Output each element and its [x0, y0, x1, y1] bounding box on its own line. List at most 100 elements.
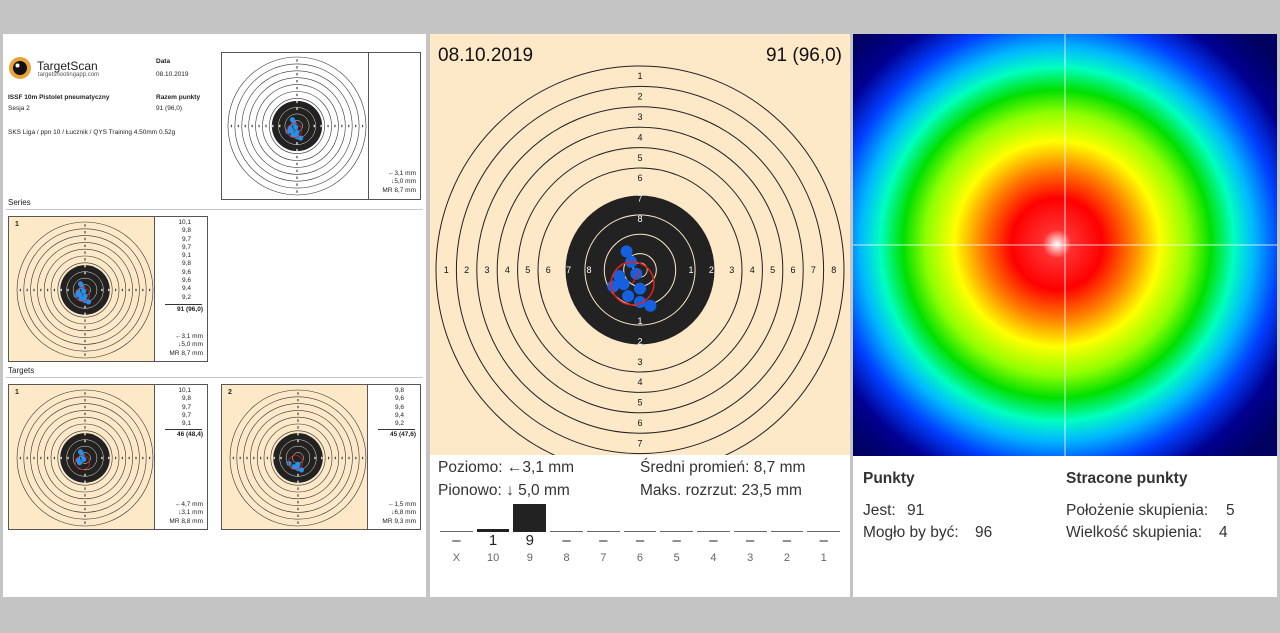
histogram-bar [476, 528, 510, 532]
mini-ring-mark [84, 251, 86, 254]
histogram-bar [550, 530, 583, 532]
target-score: 9,8 [181, 395, 191, 403]
target-1-stat-vertical: ↓3,1 mm [178, 509, 203, 517]
ring-label: 5 [770, 265, 775, 275]
mini-ring-mark [84, 244, 86, 247]
target-2-image [228, 388, 368, 533]
series-heading: Series [8, 198, 31, 207]
target-number: 1 [15, 389, 19, 396]
target-1-stat-mr: MR 8,8 mm [169, 517, 203, 525]
targets-heading: Targets [8, 366, 35, 375]
histogram-label: X [452, 552, 461, 564]
mini-ring-mark [84, 473, 86, 477]
mini-ring-mark [237, 124, 239, 128]
mini-ring [57, 262, 113, 318]
mini-shot [288, 128, 295, 134]
ring-label: 3 [729, 265, 734, 275]
series-stat-mr: MR 8,7 mm [169, 349, 203, 357]
mini-ring-mark [297, 405, 299, 409]
report-panel: TargetScan targetshootingapp.com Data 08… [3, 34, 426, 597]
ring-label: 4 [637, 132, 642, 142]
summary-stat-mr: MR 8,7 mm [382, 186, 416, 194]
mini-ring-mark [142, 288, 144, 292]
is-label: Jest: [863, 502, 896, 519]
mini-ring [248, 77, 346, 175]
histogram-count: 1 [488, 532, 498, 549]
shot-mark [607, 280, 620, 293]
target-2-total: 45 (47,6) [389, 431, 416, 438]
mini-ring-mark [108, 456, 110, 460]
series-card-1[interactable]: 1 10,1 9,8 9,7 9,7 9,1 9,8 9,6 9,6 9,4 9… [8, 216, 208, 362]
histogram-label: 1 [820, 552, 827, 564]
ring-label: 1 [637, 71, 642, 81]
mini-shot [294, 129, 300, 135]
mini-ring-mark [128, 288, 130, 292]
ring-label: 1 [637, 316, 642, 326]
shot-mark [620, 245, 633, 258]
session: Sesja 2 [8, 105, 30, 112]
mini-ring [269, 98, 325, 154]
target-card-1[interactable]: 1 10,1 9,8 9,7 9,7 9,1 46 (48,4) ←4,7 mm… [8, 384, 208, 530]
histogram-bar [440, 530, 473, 532]
mini-ring [66, 439, 104, 477]
ring-label: 7 [811, 265, 816, 275]
mini-ring-mark [260, 456, 262, 460]
mini-ring [23, 228, 147, 352]
mini-ring-mark [296, 93, 298, 97]
date-label: Data [156, 58, 171, 65]
ring-label: 1 [444, 265, 449, 275]
mini-shot [81, 456, 87, 462]
target-1-scores-box: 10,1 9,8 9,7 9,7 9,1 46 (48,4) ←4,7 mm ↓… [154, 385, 207, 529]
mini-ring-mark [361, 124, 364, 128]
mini-ring-mark [84, 312, 86, 315]
histogram-label: 5 [673, 552, 680, 564]
mini-ring [50, 423, 120, 493]
mini-shot [286, 460, 292, 467]
series-score: 9,6 [181, 277, 191, 285]
summary-stat-horizontal: ←3,1 mm [387, 170, 416, 178]
target-score: 9,2 [394, 420, 404, 428]
mini-ring [243, 403, 353, 513]
target-score: 9,4 [394, 411, 404, 419]
mini-ring-mark [84, 521, 86, 524]
is-value: 91 [907, 502, 925, 519]
histogram-count: – [709, 532, 718, 549]
mini-ring-mark [334, 124, 336, 128]
mini-group-circle [75, 286, 91, 302]
mini-ring-mark [84, 501, 86, 504]
mini-ring [37, 242, 133, 338]
mini-ring [66, 271, 104, 309]
histogram-count: – [672, 532, 681, 549]
target-paper[interactable]: 1 2 3 4 5 6 7 8 8 7 6 5 4 3 2 1 1 2 3 4 [430, 34, 850, 475]
mini-ring [278, 107, 316, 145]
mini-ring-mark [84, 339, 86, 343]
mini-ring-mark [297, 507, 299, 511]
histogram-bar [770, 530, 804, 532]
ring-label: 4 [637, 377, 642, 387]
ring-label: 3 [637, 357, 642, 367]
heatmap[interactable] [853, 34, 1277, 456]
mini-ring-mark [84, 507, 86, 511]
histogram-count: 9 [525, 532, 534, 549]
series-score: 9,7 [181, 235, 191, 243]
histogram-label: 8 [563, 552, 570, 564]
histogram-bar [513, 504, 547, 532]
heatmap-image [853, 34, 1277, 456]
ring-label: 6 [637, 418, 642, 428]
mini-ring-mark [272, 124, 274, 128]
mini-ring-mark [19, 456, 21, 460]
mini-ring [270, 430, 326, 486]
mini-ring-mark [84, 271, 86, 275]
mini-ring-mark [297, 419, 299, 422]
histogram-bar [807, 530, 840, 532]
stat-max-spread: Maks. rozrzut: 23,5 mm [640, 482, 802, 499]
mini-ring-mark [84, 231, 86, 234]
summary-stat-vertical: ↓5,0 mm [391, 178, 416, 186]
group-offset-line [632, 269, 641, 284]
target-card-2[interactable]: 2 9,8 9,6 9,6 9,4 9,2 45 (47,6) ←1,5 mm … [221, 384, 421, 530]
summary-target-card[interactable]: ←3,1 mm ↓5,0 mm MR 8,7 mm [221, 52, 421, 200]
mini-shot [85, 299, 92, 305]
mini-ring-mark [297, 473, 299, 477]
histogram-label: 7 [600, 552, 607, 564]
mini-ring [30, 403, 140, 513]
